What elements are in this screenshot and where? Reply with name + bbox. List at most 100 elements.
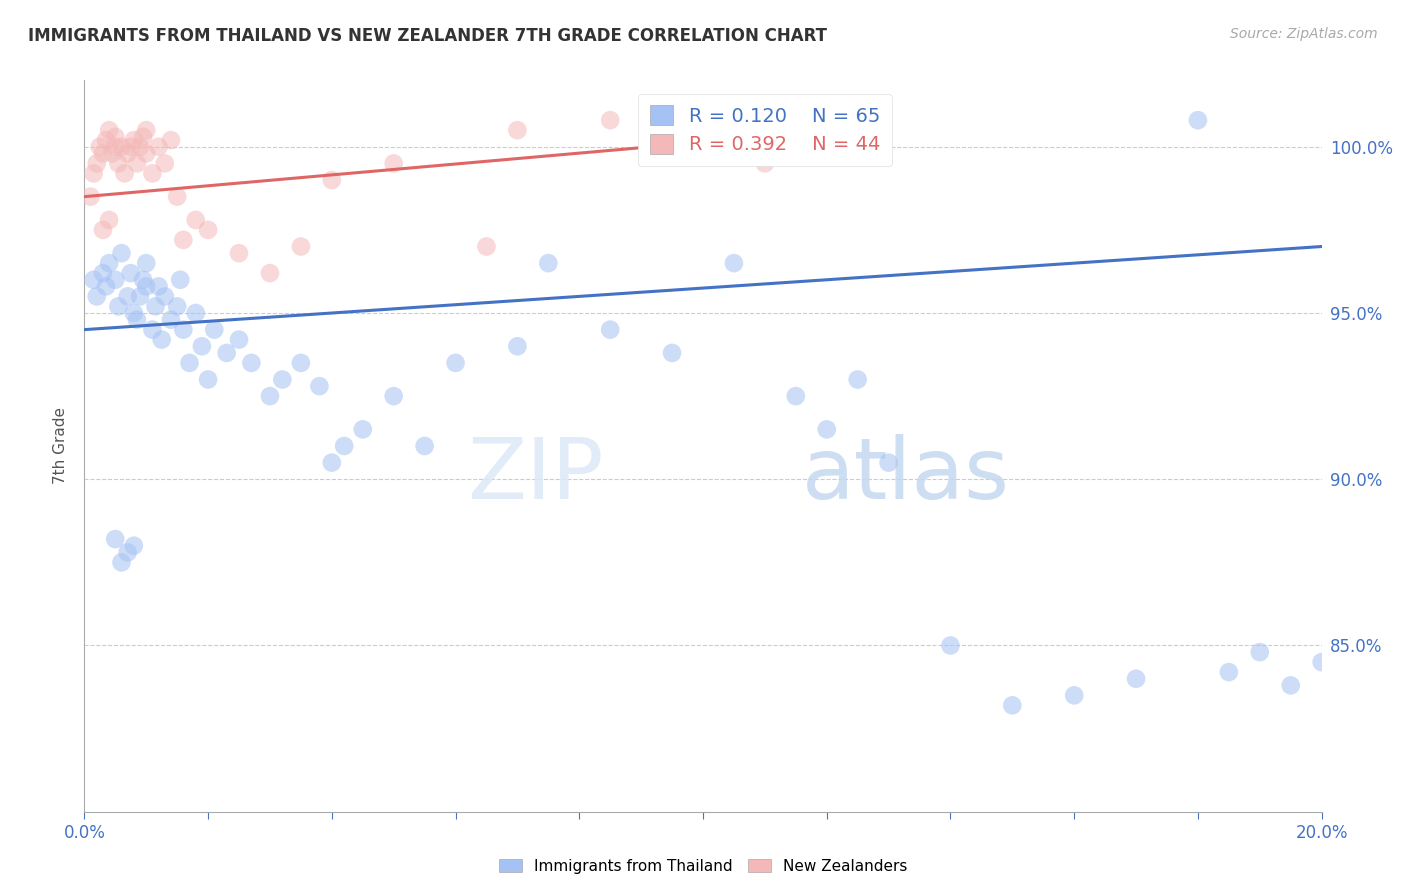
Point: [172, 233, 194, 247]
Point: [94, 133, 117, 147]
Text: atlas: atlas: [801, 434, 1010, 516]
Point: [599, 113, 621, 128]
Point: [145, 299, 167, 313]
Point: [122, 306, 145, 320]
Point: [172, 323, 194, 337]
Point: [120, 140, 142, 154]
Point: [110, 555, 132, 569]
Point: [125, 156, 148, 170]
Point: [104, 140, 127, 154]
Point: [132, 129, 155, 144]
Point: [877, 456, 900, 470]
Point: [259, 389, 281, 403]
Point: [86, 289, 108, 303]
Point: [79, 189, 101, 203]
Point: [114, 166, 136, 180]
Point: [444, 356, 467, 370]
Point: [1187, 113, 1209, 128]
Point: [506, 339, 529, 353]
Point: [271, 372, 294, 386]
Point: [308, 379, 330, 393]
Point: [290, 356, 312, 370]
Point: [692, 146, 714, 161]
Point: [104, 129, 127, 144]
Point: [150, 333, 173, 347]
Point: [135, 123, 157, 137]
Point: [228, 333, 250, 347]
Point: [129, 140, 152, 154]
Point: [723, 129, 745, 144]
Point: [83, 273, 105, 287]
Point: [117, 146, 139, 161]
Point: [148, 279, 170, 293]
Point: [1063, 689, 1085, 703]
Point: [352, 422, 374, 436]
Point: [290, 239, 312, 253]
Point: [1218, 665, 1240, 679]
Point: [333, 439, 356, 453]
Point: [475, 239, 498, 253]
Point: [1310, 655, 1333, 669]
Y-axis label: 7th Grade: 7th Grade: [53, 408, 69, 484]
Point: [215, 346, 238, 360]
Point: [754, 156, 776, 170]
Point: [98, 213, 121, 227]
Point: [1125, 672, 1147, 686]
Point: [382, 389, 405, 403]
Point: [723, 256, 745, 270]
Point: [240, 356, 263, 370]
Point: [846, 372, 869, 386]
Point: [197, 223, 219, 237]
Point: [83, 166, 105, 180]
Point: [382, 156, 405, 170]
Point: [166, 299, 188, 313]
Text: Source: ZipAtlas.com: Source: ZipAtlas.com: [1230, 27, 1378, 41]
Point: [785, 389, 807, 403]
Point: [89, 140, 111, 154]
Point: [661, 123, 683, 137]
Point: [110, 246, 132, 260]
Point: [413, 439, 436, 453]
Point: [228, 246, 250, 260]
Point: [197, 372, 219, 386]
Point: [1249, 645, 1271, 659]
Point: [815, 422, 838, 436]
Point: [153, 289, 176, 303]
Point: [184, 306, 207, 320]
Point: [191, 339, 214, 353]
Point: [91, 146, 114, 161]
Point: [148, 140, 170, 154]
Legend: R = 0.120    N = 65, R = 0.392    N = 44: R = 0.120 N = 65, R = 0.392 N = 44: [638, 94, 891, 166]
Point: [122, 133, 145, 147]
Point: [104, 273, 127, 287]
Point: [184, 213, 207, 227]
Point: [785, 140, 807, 154]
Text: IMMIGRANTS FROM THAILAND VS NEW ZEALANDER 7TH GRADE CORRELATION CHART: IMMIGRANTS FROM THAILAND VS NEW ZEALANDE…: [28, 27, 827, 45]
Point: [179, 356, 201, 370]
Point: [321, 173, 343, 187]
Text: ZIP: ZIP: [468, 434, 605, 516]
Point: [1001, 698, 1024, 713]
Point: [110, 140, 132, 154]
Point: [122, 539, 145, 553]
Point: [160, 312, 183, 326]
Point: [107, 299, 129, 313]
Point: [259, 266, 281, 280]
Point: [169, 273, 191, 287]
Point: [166, 189, 188, 203]
Point: [132, 273, 155, 287]
Point: [321, 456, 343, 470]
Point: [153, 156, 176, 170]
Point: [537, 256, 560, 270]
Point: [117, 289, 139, 303]
Point: [160, 133, 183, 147]
Point: [117, 545, 139, 559]
Point: [129, 289, 152, 303]
Point: [94, 279, 117, 293]
Point: [599, 323, 621, 337]
Point: [1279, 678, 1302, 692]
Point: [98, 123, 121, 137]
Point: [120, 266, 142, 280]
Point: [135, 256, 157, 270]
Point: [125, 312, 148, 326]
